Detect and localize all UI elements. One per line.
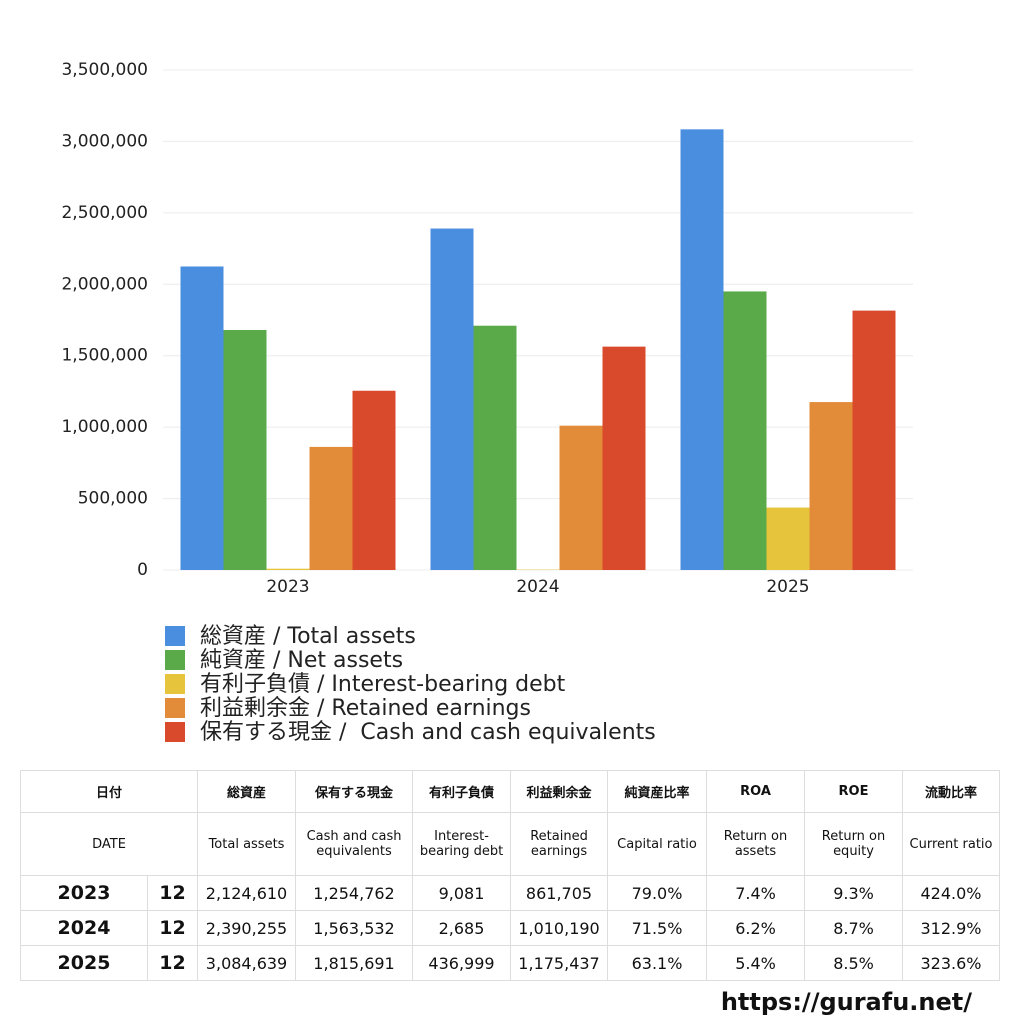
table-row: 2023 12 2,124,610 1,254,762 9,081 861,705 79.0… (20, 875, 1001, 911)
table-cell: 7.4% (706, 875, 806, 911)
bar (266, 568, 310, 570)
legend-swatch (165, 722, 185, 742)
table-cell: 323.6% (902, 945, 1001, 981)
bar (309, 446, 353, 570)
table-cell: 63.1% (607, 945, 708, 981)
bar (852, 310, 896, 570)
legend-label: 利益剰余金 / Retained earnings (200, 696, 531, 721)
bar (352, 390, 396, 570)
legend-swatch (165, 698, 185, 718)
table-cell: 861,705 (510, 875, 609, 911)
header-cell: 日付 (19, 770, 199, 813)
header-cell: Current ratio (902, 812, 1001, 876)
table-row: 日付 総資産 保有する現金 有利子負債 利益剰余金 純資産比率 ROA ROE 流動比率 (19, 770, 1001, 813)
bar (809, 402, 853, 570)
legend-swatch (165, 650, 185, 670)
y-tick-label: 3,500,000 (61, 60, 148, 80)
table-cell: 2,124,610 (197, 875, 297, 911)
table-cell: 2023 (20, 875, 148, 911)
legend-swatch (165, 674, 185, 694)
table-cell: 8.7% (804, 910, 904, 946)
bar (559, 425, 603, 570)
table-row: 2025 12 3,084,639 1,815,691 436,999 1,175,437… (20, 945, 1001, 981)
legend-label: 総資産 / Total assets (200, 624, 416, 649)
header-cell: Interest-bearing debt (412, 812, 512, 876)
y-tick-label: 0 (137, 560, 148, 580)
y-tick-label: 3,000,000 (61, 131, 148, 151)
table-cell: 1,254,762 (295, 875, 414, 911)
table-cell: 6.2% (706, 910, 806, 946)
header-cell: 純資産比率 (607, 770, 708, 813)
table-cell: 9.3% (804, 875, 904, 911)
header-cell: Cash and cash equivalents (295, 812, 414, 876)
bar (430, 228, 474, 570)
header-cell: Return on assets (706, 812, 806, 876)
chart: 0 500,000 1,000,000 1,500,000 2,000,000 2,500… (61, 60, 913, 745)
y-tick-label: 2,500,000 (61, 203, 148, 223)
table-cell: 312.9% (902, 910, 1001, 946)
legend-label: 有利子負債 / Interest-bearing debt (200, 672, 566, 697)
table-cell: 436,999 (412, 945, 512, 981)
table-row: 2024 12 2,390,255 1,563,532 2,685 1,010,190 71… (20, 910, 1001, 946)
table-cell: 8.5% (804, 945, 904, 981)
header-cell: 流動比率 (902, 770, 1001, 813)
table-cell: 12 (146, 910, 199, 946)
table-cell: 3,084,639 (197, 945, 297, 981)
legend-label: 純資産 / Net assets (200, 648, 403, 673)
y-tick-label: 1,000,000 (61, 417, 148, 437)
table-cell: 12 (146, 945, 199, 981)
bar (680, 129, 724, 570)
table-cell: 79.0% (607, 875, 708, 911)
y-tick-label: 1,500,000 (61, 346, 148, 366)
table-cell: 1,175,437 (510, 945, 609, 981)
table-cell: 1,815,691 (295, 945, 414, 981)
table-cell: 2025 (20, 945, 148, 981)
table-cell: 9,081 (412, 875, 512, 911)
table-cell: 1,563,532 (295, 910, 414, 946)
x-tick-label: 2024 (516, 577, 559, 597)
header-cell: 保有する現金 (295, 770, 414, 813)
x-tick-label: 2025 (766, 577, 809, 597)
footer-url: https://gurafu.net/ (720, 988, 972, 1016)
y-tick-label: 500,000 (78, 489, 148, 509)
header-cell: Retained earnings (510, 812, 609, 876)
table-cell: 12 (146, 875, 199, 911)
legend-swatch (165, 626, 185, 646)
table-row: DATE Total assets Cash and cash equivalent… (19, 812, 1001, 876)
legend-label: 保有する現金 / Cash and cash equivalents (200, 720, 656, 745)
header-cell: 総資産 (197, 770, 297, 813)
table-cell: 1,010,190 (510, 910, 609, 946)
bar (766, 507, 810, 570)
header-cell: Return on equity (804, 812, 904, 876)
bar (473, 325, 517, 570)
data-table: 日付 総資産 保有する現金 有利子負債 利益剰余金 純資産比率 ROA ROE 流動比率 DATE… (19, 770, 1001, 981)
x-tick-label: 2023 (266, 577, 309, 597)
bar (223, 330, 267, 570)
bar (602, 346, 646, 570)
table-cell: 424.0% (902, 875, 1001, 911)
table-cell: 71.5% (607, 910, 708, 946)
header-cell: ROE (804, 770, 904, 813)
header-cell: 利益剰余金 (510, 770, 609, 813)
table-cell: 5.4% (706, 945, 806, 981)
header-cell: ROA (706, 770, 806, 813)
header-cell: 有利子負債 (412, 770, 512, 813)
table-cell: 2,390,255 (197, 910, 297, 946)
table-cell: 2024 (20, 910, 148, 946)
bar (180, 266, 224, 570)
header-cell: Total assets (197, 812, 297, 876)
header-cell: Capital ratio (607, 812, 708, 876)
header-cell: DATE (19, 812, 199, 876)
table-cell: 2,685 (412, 910, 512, 946)
y-tick-label: 2,000,000 (61, 274, 148, 294)
bar (723, 291, 767, 570)
